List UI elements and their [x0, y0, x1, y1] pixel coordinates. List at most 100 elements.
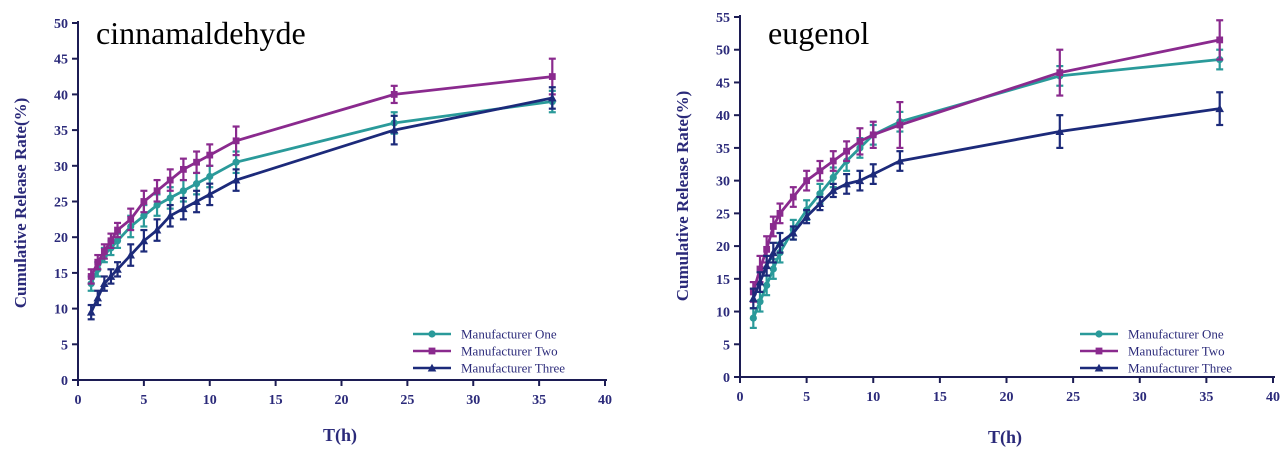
data-point	[789, 193, 797, 201]
data-point	[749, 294, 758, 302]
y-tick-label: 35	[716, 142, 730, 157]
data-point	[762, 261, 771, 270]
data-point	[389, 125, 399, 134]
y-tick-label: 5	[723, 338, 730, 353]
y-tick-label: 35	[54, 124, 68, 139]
data-point	[94, 258, 102, 266]
data-point	[113, 265, 122, 273]
data-point	[126, 250, 135, 259]
y-tick-label: 10	[716, 306, 730, 321]
legend-entry: Manufacturer Three	[413, 361, 565, 376]
y-tick-label: 30	[54, 160, 68, 175]
y-tick-label: 20	[716, 240, 730, 255]
y-tick-label: 15	[54, 267, 68, 282]
data-point	[127, 215, 135, 223]
y-axis-label: Cumulative Release Rate(%)	[673, 91, 692, 302]
data-point	[868, 169, 878, 178]
legend-label: Manufacturer Two	[461, 344, 558, 359]
data-point	[815, 199, 825, 207]
x-tick-label: 25	[400, 393, 414, 408]
y-tick-label: 40	[716, 109, 730, 124]
y-axis-label: Cumulative Release Rate(%)	[11, 98, 30, 309]
legend-entry: Manufacturer One	[413, 327, 557, 342]
x-tick-label: 20	[335, 393, 349, 408]
data-point	[428, 347, 436, 355]
chart-eugenol: eugenol Cumulative Release Rate(%) T(h) …	[673, 11, 1280, 448]
y-tick-label: 10	[54, 303, 68, 318]
y-tick-label: 45	[716, 76, 730, 91]
data-point	[140, 198, 148, 205]
legend-entry: Manufacturer Three	[1080, 361, 1232, 376]
data-point	[1095, 347, 1103, 355]
x-tick-label: 10	[866, 390, 880, 405]
x-axis-label: T(h)	[323, 425, 357, 446]
data-point	[755, 277, 765, 286]
data-point	[769, 223, 777, 230]
data-point	[763, 281, 771, 289]
y-tick-label: 50	[54, 17, 68, 32]
axis-ticks: 0 5 10 15 20 25 30 35 40 45 50 0 5 10 15 20 25 30 35 40	[54, 17, 612, 408]
y-tick-label: 25	[716, 207, 730, 222]
x-tick-label: 30	[1133, 390, 1147, 405]
data-point	[153, 187, 161, 195]
x-tick-label: 35	[532, 393, 546, 408]
x-tick-label: 20	[1000, 390, 1014, 405]
data-point	[166, 176, 174, 184]
series-manufacturer-three	[86, 86, 557, 321]
data-point	[206, 172, 214, 181]
legend-label: Manufacturer One	[1128, 327, 1224, 342]
data-point	[107, 237, 115, 245]
data-point	[749, 314, 757, 322]
data-point	[390, 91, 398, 98]
x-tick-label: 15	[269, 393, 283, 408]
data-point	[1216, 36, 1224, 44]
data-point	[769, 265, 777, 273]
data-point	[756, 298, 764, 306]
data-point	[193, 158, 200, 166]
data-point	[100, 248, 108, 255]
data-point	[1056, 69, 1064, 77]
chart-title: eugenol	[768, 15, 869, 51]
data-point	[828, 186, 838, 194]
y-tick-label: 50	[716, 44, 730, 59]
data-point	[803, 177, 811, 185]
legend-label: Manufacturer Three	[461, 361, 565, 376]
chart-title: cinnamaldehyde	[96, 15, 306, 51]
data-point	[192, 180, 201, 188]
series-manufacturer-two	[749, 19, 1224, 303]
data-point	[1095, 330, 1103, 338]
y-tick-label: 20	[54, 231, 68, 246]
axis-ticks: 0 5 10 15 20 25 30 35 40 45 50 55 0 5 10 15 20 25 30 35 40	[716, 11, 1280, 405]
legend-label: Manufacturer Three	[1128, 361, 1232, 376]
y-tick-label: 0	[723, 371, 730, 386]
data-point	[829, 157, 837, 165]
data-point	[232, 158, 240, 166]
x-tick-label: 5	[803, 390, 810, 405]
x-tick-label: 25	[1066, 390, 1080, 405]
legend-entry: Manufacturer Two	[1080, 344, 1225, 359]
legend: Manufacturer One Manufacturer Two Manufact…	[413, 327, 565, 376]
x-tick-label: 30	[466, 393, 480, 408]
data-point	[769, 248, 778, 257]
data-point	[166, 194, 174, 202]
y-tick-label: 55	[716, 11, 730, 26]
x-tick-label: 15	[933, 390, 947, 405]
data-point	[789, 228, 798, 237]
data-point	[816, 167, 824, 175]
series-manufacturer-three	[749, 91, 1224, 310]
data-point	[1094, 363, 1104, 372]
data-point	[855, 176, 865, 185]
data-point	[114, 226, 121, 234]
data-point	[776, 209, 784, 217]
y-tick-label: 25	[54, 196, 68, 211]
data-point	[756, 265, 764, 273]
series-line	[751, 38, 1220, 293]
data-point	[113, 237, 122, 245]
data-point	[231, 175, 241, 184]
data-point	[232, 137, 240, 145]
data-point	[816, 190, 824, 198]
x-tick-label: 0	[75, 393, 82, 408]
y-tick-label: 15	[716, 273, 730, 288]
data-point	[829, 173, 837, 181]
data-point	[87, 273, 95, 280]
